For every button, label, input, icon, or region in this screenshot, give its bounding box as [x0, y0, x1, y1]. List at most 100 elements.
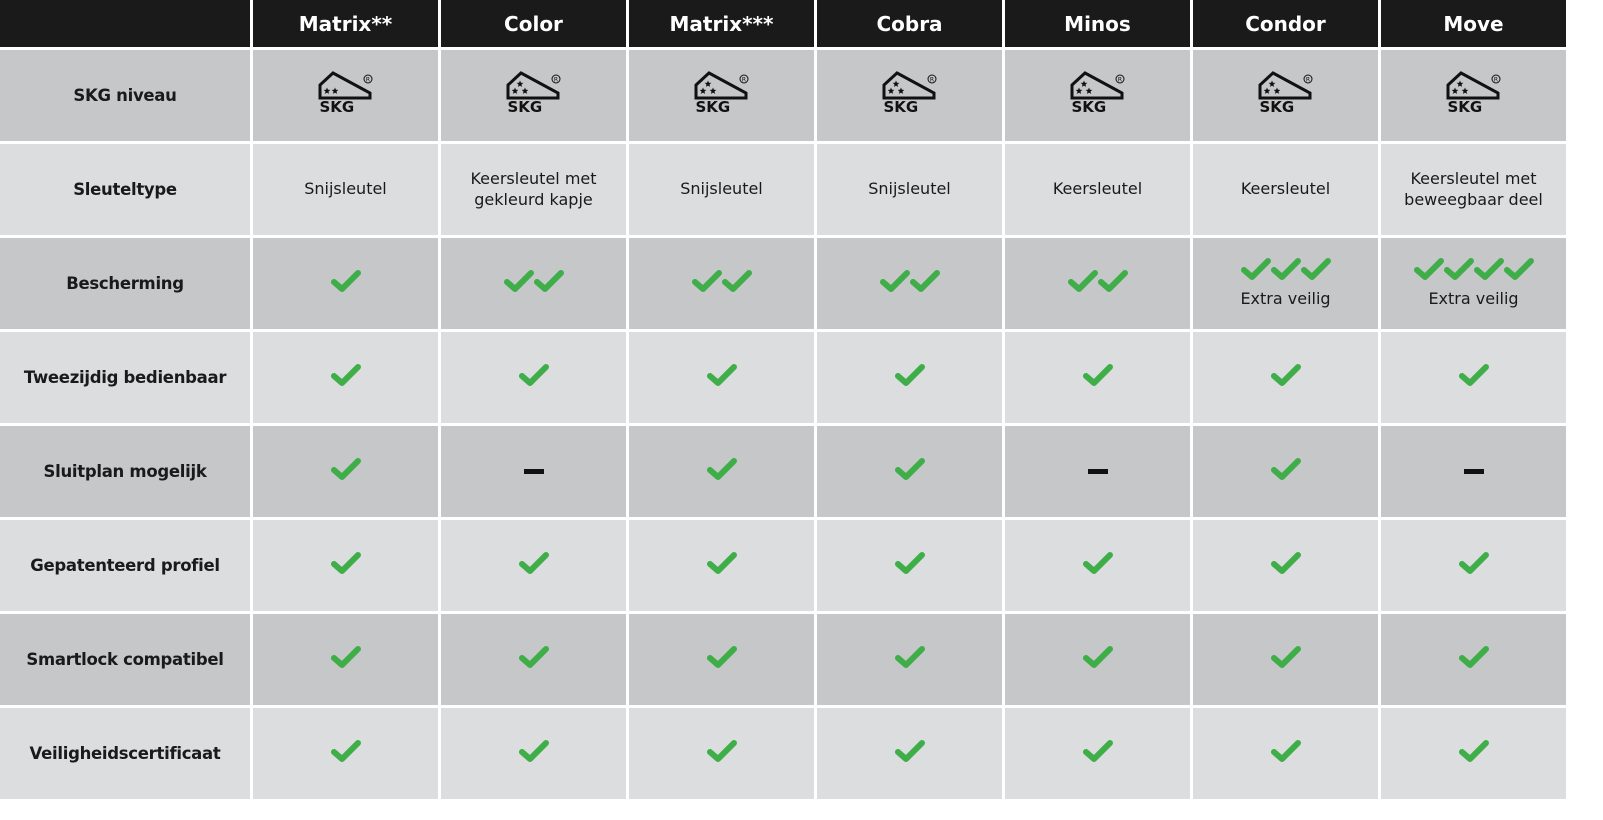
- row-label: Gepatenteerd profiel: [0, 520, 250, 611]
- skg-logo-icon: R SKG: [1444, 69, 1504, 123]
- svg-text:R: R: [929, 76, 933, 83]
- svg-text:R: R: [1117, 76, 1121, 83]
- table-cell: [441, 426, 626, 517]
- check-group: [706, 645, 737, 675]
- check-group: [1413, 257, 1534, 287]
- check-group: [706, 739, 737, 769]
- table-cell: [1193, 520, 1378, 611]
- table-cell: [817, 520, 1002, 611]
- table-cell: [1381, 614, 1566, 705]
- table-cell: [1005, 520, 1190, 611]
- check-icon: [1458, 645, 1489, 675]
- skg-logo-text: SKG: [507, 97, 543, 116]
- table-cell: [817, 238, 1002, 329]
- skg-logo-text: SKG: [1071, 97, 1107, 116]
- check-group: [894, 645, 925, 675]
- table-cell: [441, 520, 626, 611]
- cell-text: Snijsleutel: [680, 179, 763, 199]
- svg-text:R: R: [741, 76, 745, 83]
- svg-text:R: R: [1305, 76, 1309, 83]
- table-cell: [253, 426, 438, 517]
- table-cell: [817, 614, 1002, 705]
- table-cell: [1193, 708, 1378, 799]
- row-label: Veiligheidscertificaat: [0, 708, 250, 799]
- check-icon: [1082, 645, 1113, 675]
- check-group: [1082, 363, 1113, 393]
- check-icon: [706, 457, 737, 487]
- table-cell: Keersleutel met gekleurd kapje: [441, 144, 626, 235]
- comparison-table: Matrix** Color Matrix*** Cobra Minos Condor Mo…: [0, 0, 1566, 799]
- check-group: [1458, 739, 1489, 769]
- check-group: [706, 457, 737, 487]
- table-cell: Snijsleutel: [253, 144, 438, 235]
- column-header: Cobra: [817, 0, 1002, 47]
- check-group: [330, 457, 361, 487]
- table-cell: [253, 708, 438, 799]
- check-group: [1458, 645, 1489, 675]
- table-cell: [1381, 426, 1566, 517]
- check-icon: [330, 739, 361, 769]
- table-cell: [253, 238, 438, 329]
- check-icon: [1503, 257, 1534, 287]
- table-cell: [1381, 520, 1566, 611]
- table-cell: Keersleutel met beweegbaar deel: [1381, 144, 1566, 235]
- table-cell: Extra veilig: [1193, 238, 1378, 329]
- table-cell: R SKG: [1381, 50, 1566, 141]
- table-cell: [1193, 332, 1378, 423]
- table-cell: [441, 238, 626, 329]
- skg-logo-text: SKG: [883, 97, 919, 116]
- table-cell: Snijsleutel: [629, 144, 814, 235]
- check-group: [518, 363, 549, 393]
- skg-logo-text: SKG: [1259, 97, 1295, 116]
- check-group: [1270, 645, 1301, 675]
- check-icon: [894, 645, 925, 675]
- check-group: [1270, 739, 1301, 769]
- table-cell: [1005, 426, 1190, 517]
- check-icon: [1413, 257, 1444, 287]
- table-cell: R SKG: [441, 50, 626, 141]
- table-cell: [817, 708, 1002, 799]
- check-group: [1240, 257, 1331, 287]
- table-cell: R SKG: [1193, 50, 1378, 141]
- check-icon: [518, 551, 549, 581]
- check-group: [330, 363, 361, 393]
- check-icon: [894, 551, 925, 581]
- table-cell: R SKG: [1005, 50, 1190, 141]
- row-label: SKG niveau: [0, 50, 250, 141]
- check-icon: [909, 269, 940, 299]
- check-group: [1458, 551, 1489, 581]
- check-group: [330, 551, 361, 581]
- table-cell: [253, 520, 438, 611]
- table-cell: [817, 426, 1002, 517]
- check-icon: [1270, 257, 1301, 287]
- table-cell: [1193, 614, 1378, 705]
- table-cell: [441, 708, 626, 799]
- check-icon: [518, 363, 549, 393]
- check-group: [503, 269, 564, 299]
- check-icon: [1082, 551, 1113, 581]
- check-group: [1270, 551, 1301, 581]
- dash-icon: [1087, 469, 1108, 474]
- table-cell: [253, 614, 438, 705]
- check-group: [1082, 551, 1113, 581]
- table-cell: [1005, 708, 1190, 799]
- check-icon: [533, 269, 564, 299]
- check-icon: [1082, 739, 1113, 769]
- table-cell: [629, 520, 814, 611]
- table-cell: [629, 332, 814, 423]
- check-icon: [518, 739, 549, 769]
- row-label: Smartlock compatibel: [0, 614, 250, 705]
- check-group: [894, 739, 925, 769]
- check-icon: [894, 363, 925, 393]
- column-header: Minos: [1005, 0, 1190, 47]
- row-label: Tweezijdig bedienbaar: [0, 332, 250, 423]
- skg-logo-text: SKG: [695, 97, 731, 116]
- table-cell: [1381, 332, 1566, 423]
- table-cell: Snijsleutel: [817, 144, 1002, 235]
- check-icon: [706, 739, 737, 769]
- table-cell: [629, 238, 814, 329]
- table-cell: [1193, 426, 1378, 517]
- check-group: [894, 363, 925, 393]
- check-group: [1082, 739, 1113, 769]
- table-cell: [441, 614, 626, 705]
